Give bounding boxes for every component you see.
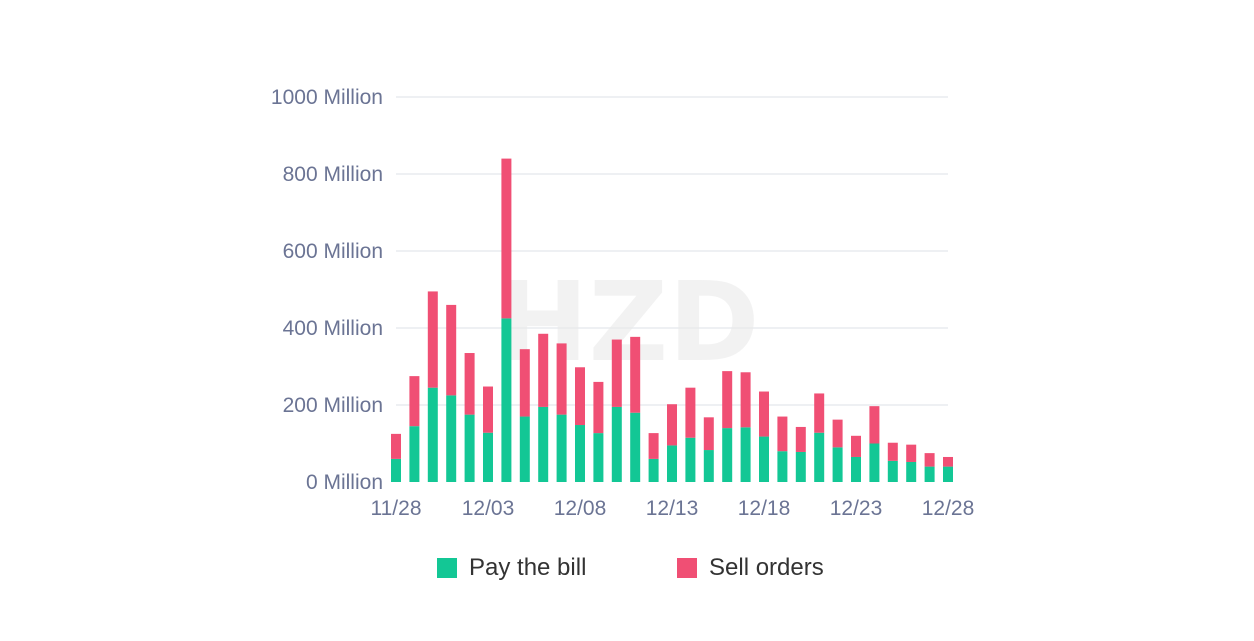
bar-pay-the-bill[interactable] [759, 436, 769, 482]
y-tick-label: 0 Million [306, 471, 383, 494]
bar-pay-the-bill[interactable] [722, 428, 733, 482]
bar-pay-the-bill[interactable] [906, 461, 917, 482]
bar-sell-orders[interactable] [427, 291, 438, 388]
bar-sell-orders[interactable] [943, 456, 953, 467]
bar-pay-the-bill[interactable] [593, 433, 604, 482]
y-tick-label: 1000 Million [271, 86, 383, 109]
bar-pay-the-bill[interactable] [630, 412, 641, 482]
bar-sell-orders[interactable] [611, 339, 622, 407]
legend-label-sell-orders: Sell orders [709, 554, 824, 581]
bar-sell-orders[interactable] [464, 353, 475, 415]
legend-item-pay-the-bill[interactable]: Pay the bill [437, 552, 586, 584]
bar-sell-orders[interactable] [409, 376, 420, 427]
legend-label-pay-the-bill: Pay the bill [469, 554, 587, 581]
bar-sell-orders[interactable] [832, 419, 843, 448]
bar-pay-the-bill[interactable] [538, 406, 549, 482]
bar-sell-orders[interactable] [685, 387, 696, 438]
x-tick-label: 12/03 [462, 497, 515, 520]
x-tick-label: 11/28 [371, 497, 422, 520]
bar-pay-the-bill[interactable] [777, 451, 788, 482]
y-tick-label: 600 Million [283, 240, 383, 263]
bar-sell-orders[interactable] [906, 444, 917, 462]
bar-pay-the-bill[interactable] [648, 458, 659, 482]
bar-sell-orders[interactable] [722, 371, 733, 429]
y-tick-label: 200 Million [283, 394, 383, 417]
x-tick-label: 12/18 [738, 497, 791, 520]
bar-sell-orders[interactable] [887, 442, 898, 461]
bar-sell-orders[interactable] [703, 417, 714, 451]
bar-sell-orders[interactable] [814, 393, 825, 433]
bar-sell-orders[interactable] [795, 426, 806, 452]
legend-item-sell-orders[interactable]: Sell orders [677, 552, 824, 584]
bar-sell-orders[interactable] [777, 416, 788, 452]
bar-sell-orders[interactable] [575, 367, 585, 426]
bar-sell-orders[interactable] [501, 158, 512, 319]
bar-pay-the-bill[interactable] [703, 450, 714, 482]
legend-swatch-pay-the-bill [437, 558, 457, 578]
bar-sell-orders[interactable] [851, 435, 861, 457]
bar-pay-the-bill[interactable] [869, 443, 880, 483]
bar-pay-the-bill[interactable] [814, 432, 825, 482]
bar-pay-the-bill[interactable] [851, 456, 861, 482]
bar-sell-orders[interactable] [869, 406, 880, 444]
x-axis-ticks: 11/28 12/03 12/08 12/13 12/18 12/23 12/28 [371, 497, 975, 520]
bar-pay-the-bill[interactable] [667, 445, 677, 482]
y-axis-ticks: 0 Million 200 Million 400 Million 600 Milli… [271, 86, 383, 494]
bar-sell-orders[interactable] [924, 453, 935, 467]
bar-sell-orders[interactable] [519, 349, 530, 417]
bar-sell-orders[interactable] [740, 372, 751, 428]
bar-pay-the-bill[interactable] [501, 318, 512, 482]
legend: Pay the bill Sell orders [0, 552, 1254, 584]
bar-pay-the-bill[interactable] [519, 416, 530, 482]
bar-pay-the-bill[interactable] [832, 447, 843, 482]
bar-pay-the-bill[interactable] [427, 387, 438, 482]
bar-sell-orders[interactable] [648, 433, 659, 459]
bar-sell-orders[interactable] [593, 381, 604, 434]
bar-sell-orders[interactable] [667, 404, 677, 446]
watermark: HZD [496, 258, 759, 386]
bar-pay-the-bill[interactable] [464, 414, 475, 482]
x-tick-label: 12/13 [646, 497, 699, 520]
legend-swatch-sell-orders [677, 558, 697, 578]
bar-pay-the-bill[interactable] [446, 395, 457, 482]
bar-pay-the-bill[interactable] [556, 414, 567, 482]
gridlines [396, 96, 948, 406]
y-tick-label: 400 Million [283, 317, 383, 340]
bar-pay-the-bill[interactable] [924, 466, 935, 482]
bar-sell-orders[interactable] [538, 333, 549, 407]
bar-sell-orders[interactable] [556, 343, 567, 415]
bar-pay-the-bill[interactable] [483, 432, 493, 482]
bar-sell-orders[interactable] [630, 336, 641, 413]
x-tick-label: 12/28 [922, 497, 975, 520]
bar-pay-the-bill[interactable] [391, 458, 401, 482]
bar-pay-the-bill[interactable] [685, 437, 696, 482]
x-tick-label: 12/23 [830, 497, 883, 520]
y-tick-label: 800 Million [283, 163, 383, 186]
bar-sell-orders[interactable] [391, 433, 401, 459]
bar-pay-the-bill[interactable] [887, 460, 898, 482]
x-tick-label: 12/08 [554, 497, 607, 520]
bar-pay-the-bill[interactable] [943, 466, 953, 482]
bar-pay-the-bill[interactable] [611, 406, 622, 482]
bar-sell-orders[interactable] [483, 386, 493, 433]
bar-sell-orders[interactable] [759, 391, 769, 437]
bar-pay-the-bill[interactable] [795, 451, 806, 482]
bars [391, 158, 953, 483]
bar-pay-the-bill[interactable] [575, 425, 585, 482]
bar-sell-orders[interactable] [446, 304, 457, 396]
bar-pay-the-bill[interactable] [409, 426, 420, 482]
bar-pay-the-bill[interactable] [740, 427, 751, 482]
